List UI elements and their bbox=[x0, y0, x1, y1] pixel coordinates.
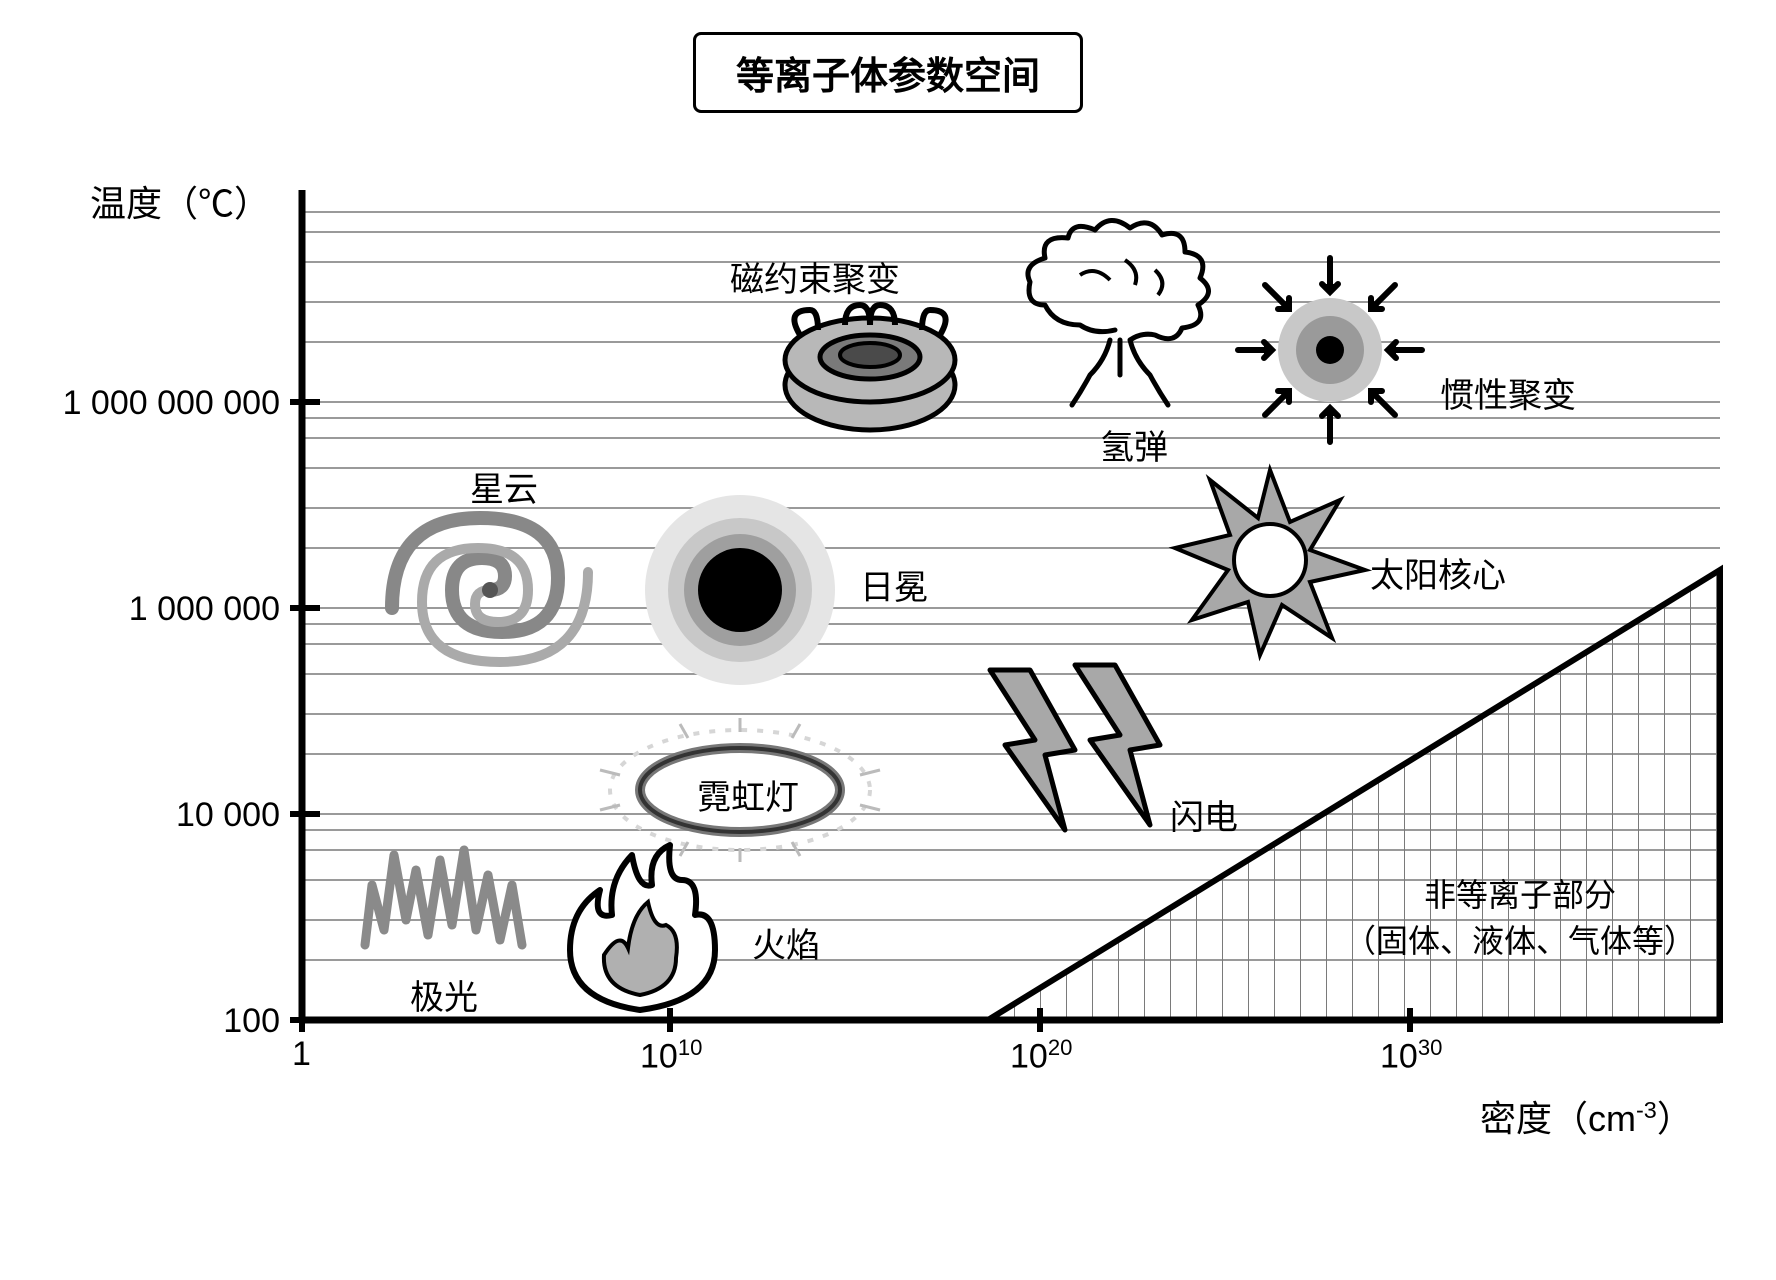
inertial-fusion-label: 惯性聚变 bbox=[1440, 368, 1576, 417]
sun-core-label: 太阳核心 bbox=[1370, 548, 1506, 597]
magnetic-fusion-label: 磁约束聚变 bbox=[730, 252, 900, 301]
neon-label: 霓虹灯 bbox=[697, 770, 799, 819]
aurora-label: 极光 bbox=[410, 970, 478, 1019]
inertial-fusion-icon bbox=[1238, 258, 1422, 442]
flame-label: 火焰 bbox=[752, 918, 820, 967]
hydrogen-bomb-icon bbox=[1028, 220, 1209, 405]
non-plasma-label-line1: 非等离子部分 bbox=[1330, 870, 1710, 916]
corona-label: 日冕 bbox=[860, 560, 928, 609]
non-plasma-label-line2: （固体、液体、气体等） bbox=[1330, 916, 1710, 962]
lightning-icon bbox=[990, 665, 1160, 830]
plot-svg bbox=[0, 0, 1776, 1280]
hydrogen-bomb-label: 氢弹 bbox=[1100, 420, 1168, 469]
sun-core-icon bbox=[1175, 470, 1365, 655]
flame-icon bbox=[570, 845, 715, 1010]
non-plasma-label: 非等离子部分 （固体、液体、气体等） bbox=[1330, 870, 1710, 962]
nebula-icon bbox=[392, 518, 588, 662]
corona-icon bbox=[645, 495, 835, 685]
magnetic-fusion-icon bbox=[785, 305, 955, 430]
lightning-label: 闪电 bbox=[1170, 790, 1238, 839]
aurora-icon bbox=[365, 850, 522, 945]
nebula-label: 星云 bbox=[470, 462, 538, 511]
